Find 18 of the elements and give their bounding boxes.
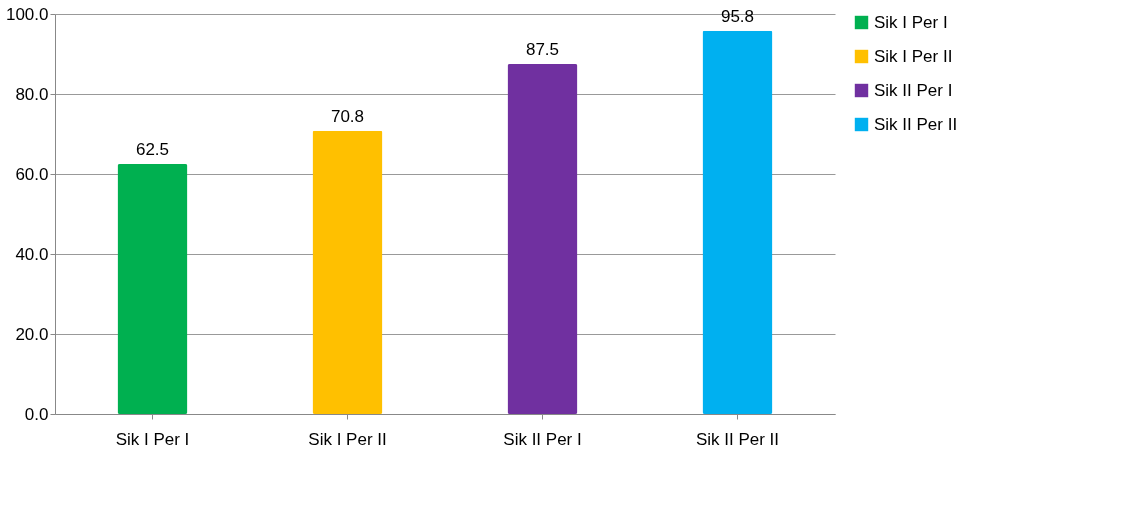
data-label: 95.8: [720, 6, 755, 26]
data-label: 70.8: [330, 106, 365, 126]
legend-label: Sik II Per II: [874, 114, 958, 134]
x-tick-label: Sik II Per II: [695, 429, 780, 449]
y-tick-label: 80.0: [15, 84, 49, 104]
y-tick-label: 40.0: [15, 244, 49, 264]
legend-label: Sik II Per I: [874, 80, 953, 100]
y-tick-label: 20.0: [15, 324, 49, 344]
x-tick-label: Sik I Per I: [115, 429, 190, 449]
legend-label: Sik I Per II: [874, 46, 953, 66]
data-label: 87.5: [525, 40, 560, 59]
x-tick-label: Sik II Per I: [503, 429, 582, 449]
y-tick-label: 60.0: [15, 164, 49, 184]
data-label: 62.5: [135, 140, 170, 159]
x-tick-label: Sik I Per II: [308, 429, 387, 449]
y-tick-label: 100.0: [5, 4, 49, 24]
legend-label: Sik I Per I: [874, 12, 948, 32]
y-tick-label: 0.0: [24, 404, 49, 424]
